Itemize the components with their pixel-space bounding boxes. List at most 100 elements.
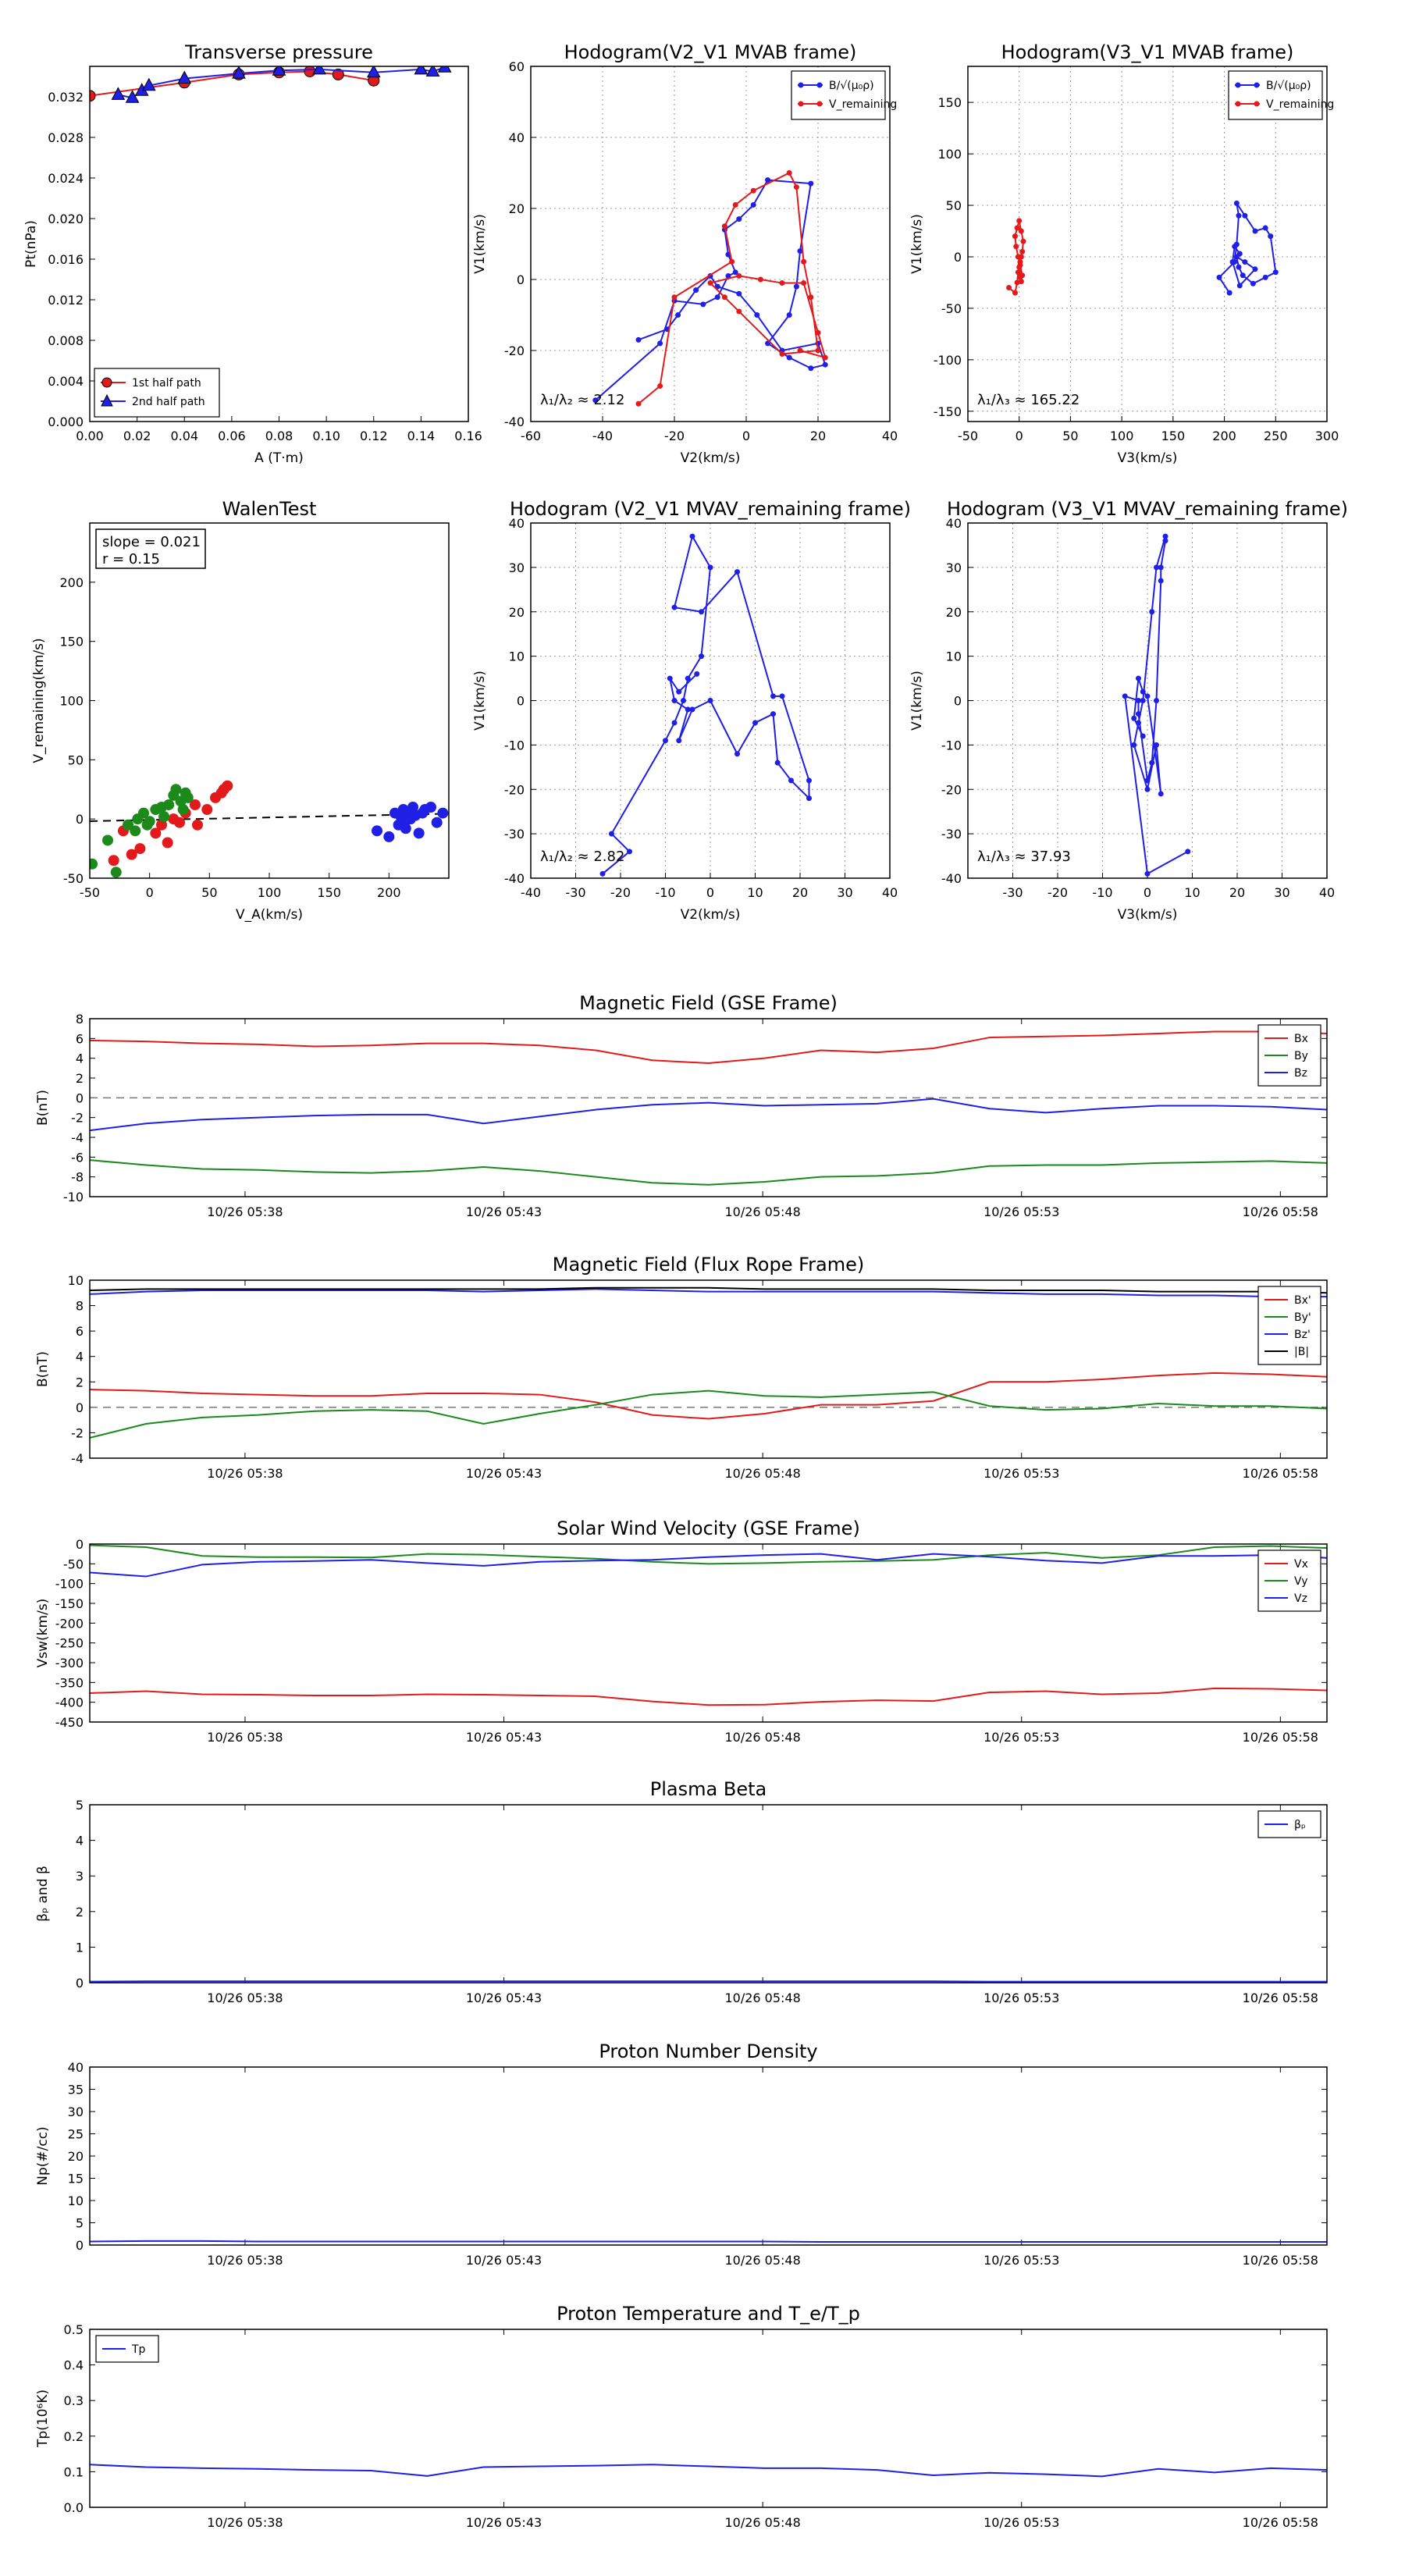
data-point: [1252, 266, 1258, 272]
x-tick-label: 40: [882, 885, 898, 900]
data-point: [806, 777, 812, 784]
data-point: [425, 66, 440, 76]
x-tick-label: 40: [1319, 885, 1335, 900]
y-tick-label: -30: [504, 827, 525, 841]
x-tick-label: 150: [317, 885, 341, 900]
x-tick-label: 50: [1062, 429, 1078, 443]
data-point: [174, 817, 185, 828]
data-point: [182, 792, 194, 803]
data-point: [801, 280, 807, 286]
data-point: [1015, 254, 1021, 260]
y-axis-label: βₚ and β: [35, 1866, 51, 1922]
x-tick-label: 300: [1315, 429, 1339, 443]
data-point: [689, 533, 695, 539]
y-tick-label: 0: [76, 812, 84, 827]
y-tick-label: 25: [68, 2127, 84, 2142]
eigenvalue-ratio-label: λ₁/λ₂ ≈ 2.82: [540, 849, 624, 865]
x-tick-label: 0.04: [170, 429, 198, 443]
data-point: [1185, 849, 1191, 855]
data-point: [736, 272, 742, 279]
data-point: [1232, 244, 1238, 250]
data-layer: [90, 1286, 1327, 1439]
legend-label: Bx: [1294, 1033, 1308, 1045]
data-point: [126, 849, 137, 860]
legend-label: B/√(μ₀ρ): [829, 80, 874, 92]
legend-label: βₚ: [1294, 1819, 1306, 1831]
data-point: [1136, 675, 1141, 681]
y-tick-label: -50: [63, 871, 84, 886]
data-point: [1019, 248, 1026, 254]
data-point: [822, 361, 828, 368]
y-tick-label: 40: [946, 516, 962, 531]
data-point: [752, 720, 758, 726]
data-point: [1014, 225, 1020, 231]
y-tick-label: 2: [76, 1071, 84, 1086]
x-axis-label: V3(km/s): [1118, 907, 1178, 923]
x-tick-label: 0: [1144, 885, 1151, 900]
data-point: [721, 294, 727, 301]
plot-frame: [530, 522, 891, 879]
x-tick-label: 10/26 05:53: [984, 2253, 1059, 2268]
data-point: [735, 751, 740, 757]
data-point: [1250, 280, 1256, 286]
x-tick-label: -20: [610, 885, 631, 900]
x-tick-label: 10/26 05:43: [466, 2253, 542, 2268]
y-tick-label: 0: [954, 694, 962, 709]
legend-label: V_remaining: [1266, 98, 1334, 111]
timeseries-tp: 10/26 05:38 10/26 05:43 10/26 05:48 10/26 0…: [35, 2303, 1328, 2530]
y-tick-label: 10: [68, 1273, 84, 1288]
data-point: [779, 280, 785, 286]
y-tick-label: 200: [59, 575, 84, 590]
x-axis-label: V2(km/s): [681, 450, 741, 466]
y-tick-label: 30: [68, 2105, 84, 2119]
legend-label: Vz: [1294, 1592, 1307, 1605]
x-tick-label: -30: [1002, 885, 1023, 900]
data-point: [725, 272, 731, 279]
plot-frame: [89, 2066, 1328, 2246]
data-point: [793, 283, 799, 290]
y-tick-label: 0.012: [48, 293, 84, 308]
plot-frame: [89, 1279, 1328, 1459]
data-point: [1242, 212, 1248, 219]
data-point: [599, 870, 606, 877]
series-line-Bz': [90, 1288, 1327, 1298]
data-point: [635, 336, 642, 343]
data-point: [729, 258, 735, 265]
data-point: [685, 675, 691, 681]
y-tick-label: 4: [76, 1834, 84, 1848]
data-point: [1272, 269, 1279, 276]
x-tick-label: 100: [1110, 429, 1134, 443]
y-tick-label: 0: [76, 1400, 84, 1415]
data-point: [735, 569, 740, 575]
x-tick-label: 20: [792, 885, 808, 900]
y-tick-label: 4: [76, 1350, 84, 1364]
chart-title: Transverse pressure: [184, 41, 373, 63]
data-point: [414, 66, 429, 75]
data-point: [736, 308, 742, 315]
x-tick-label: 0.12: [360, 429, 388, 443]
series-line-0: [1218, 202, 1277, 294]
x-tick-label: 10/26 05:38: [207, 1204, 283, 1219]
data-point: [1236, 212, 1242, 219]
legend-label: By: [1294, 1050, 1308, 1062]
y-tick-label: 0.000: [48, 415, 84, 429]
series-line-0: [602, 534, 810, 875]
y-tick-label: -400: [55, 1695, 84, 1710]
data-point: [786, 312, 792, 318]
data-point: [1018, 279, 1024, 285]
data-point: [694, 671, 700, 677]
x-tick-label: 0.06: [218, 429, 246, 443]
data-layer: [90, 1030, 1327, 1186]
x-axis-label: V3(km/s): [1118, 450, 1178, 466]
y-tick-label: 0: [517, 272, 525, 287]
plot-frame: [530, 66, 891, 422]
data-point: [681, 698, 686, 703]
y-tick-label: 0.1: [64, 2464, 84, 2479]
y-tick-label: -2: [71, 1425, 84, 1440]
series-line-0: [595, 179, 827, 401]
y-tick-label: -40: [941, 871, 962, 886]
data-point: [1006, 285, 1012, 291]
legend-label: 1st half path: [132, 377, 201, 390]
data-point: [1136, 711, 1141, 717]
y-axis-label: Vsw(km/s): [35, 1599, 51, 1668]
